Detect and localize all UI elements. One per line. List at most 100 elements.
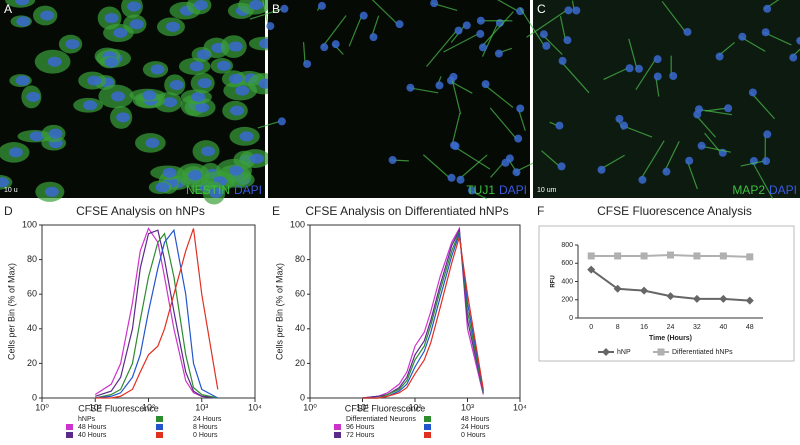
x-tick-label: 10³ (195, 402, 208, 412)
legend-swatch (334, 424, 341, 430)
nucleus (65, 39, 80, 50)
legend-label: 96 Hours (346, 424, 375, 431)
nucleus (476, 16, 485, 25)
neurite (790, 48, 800, 58)
neurite (422, 154, 450, 179)
nucleus (230, 105, 245, 116)
nucleus (150, 64, 165, 75)
nucleus (250, 153, 265, 164)
x-tick-label: 48 (746, 324, 754, 331)
chart-title: CFSE Fluorescence Analysis (597, 204, 752, 218)
x-axis-label: CFSE Fluorescence (345, 403, 426, 413)
nucleus (48, 128, 63, 139)
nucleus (738, 32, 747, 41)
legend-label: 8 Hours (193, 424, 218, 431)
nucleus (683, 27, 692, 36)
nucleus (111, 91, 126, 102)
nucleus (388, 156, 397, 165)
neurite (371, 0, 398, 25)
nucleus (395, 20, 404, 29)
y-tick-label: 40 (295, 323, 305, 333)
point-marker (640, 286, 649, 295)
x-tick-label: 0 (589, 324, 593, 331)
legend-swatch (424, 424, 431, 430)
nucleus (685, 156, 694, 165)
x-tick-label: 10³ (461, 402, 474, 412)
neurite (249, 8, 283, 20)
nucleus (715, 52, 724, 61)
nucleus (789, 53, 798, 62)
nucleus (129, 19, 144, 30)
series-line (362, 233, 484, 399)
x-tick-label: 40 (719, 324, 727, 331)
legend-marker (602, 348, 610, 356)
neurite (740, 160, 765, 167)
neurite (705, 107, 727, 112)
nucleus (449, 72, 458, 81)
nucleus (514, 134, 523, 143)
stain-dapi: DAPI (769, 183, 797, 197)
point-marker (587, 265, 596, 274)
legend-swatch (66, 424, 73, 430)
nucleus (501, 158, 510, 167)
chart-frame (538, 225, 795, 362)
nucleus (572, 6, 581, 15)
nucleus (15, 0, 30, 6)
y-tick-label: 100 (22, 219, 37, 229)
neurite (257, 120, 281, 129)
y-tick-label: 80 (295, 254, 305, 264)
neurite (663, 141, 680, 172)
neurite (443, 33, 479, 53)
x-tick-label: 10¹ (89, 402, 102, 412)
panel-letter: A (4, 2, 12, 16)
legend-swatch (424, 432, 431, 438)
legend-swatch (334, 432, 341, 438)
point-marker (719, 294, 728, 303)
nucleus (201, 146, 216, 157)
neurite (560, 60, 590, 94)
nucleus (169, 79, 184, 90)
nucleus (113, 27, 128, 38)
nucleus (662, 167, 671, 176)
neurite (635, 58, 657, 91)
point-marker (719, 252, 727, 260)
point-marker (614, 252, 622, 260)
point-marker (745, 296, 754, 305)
legend-swatch (156, 416, 163, 422)
nucleus (462, 21, 471, 30)
y-tick-label: 0 (569, 315, 573, 322)
nucleus (193, 0, 208, 11)
point-marker (587, 252, 595, 260)
nucleus (557, 162, 566, 171)
neurite (426, 30, 458, 67)
nucleus (634, 64, 643, 73)
x-tick-label: 32 (693, 324, 701, 331)
neurite (483, 83, 514, 108)
x-tick-label: 16 (640, 324, 648, 331)
nucleus (155, 182, 170, 193)
neurite (497, 0, 519, 12)
x-axis-label: CFSE Fluorescence (78, 403, 159, 413)
nucleus (196, 49, 211, 60)
series-line (95, 228, 219, 399)
nucleus (145, 137, 160, 148)
nucleus (447, 173, 456, 182)
nucleus (467, 186, 476, 195)
legend-marker (657, 348, 665, 356)
nucleus (724, 104, 733, 113)
point-marker (746, 253, 754, 261)
nucleus (748, 88, 757, 97)
y-tick-label: 600 (561, 260, 573, 267)
legend-swatch (156, 432, 163, 438)
y-tick-label: 60 (295, 289, 305, 299)
stain-label: MAP2 (732, 183, 765, 197)
nucleus (277, 117, 286, 126)
series-line (362, 236, 484, 399)
stain-label: NESTIN (186, 183, 230, 197)
neurite (661, 1, 686, 33)
y-tick-label: 800 (561, 242, 573, 249)
y-tick-label: 0 (32, 392, 37, 402)
legend-label: hNP (617, 349, 631, 356)
series-line (95, 228, 219, 399)
nucleus (620, 121, 629, 130)
